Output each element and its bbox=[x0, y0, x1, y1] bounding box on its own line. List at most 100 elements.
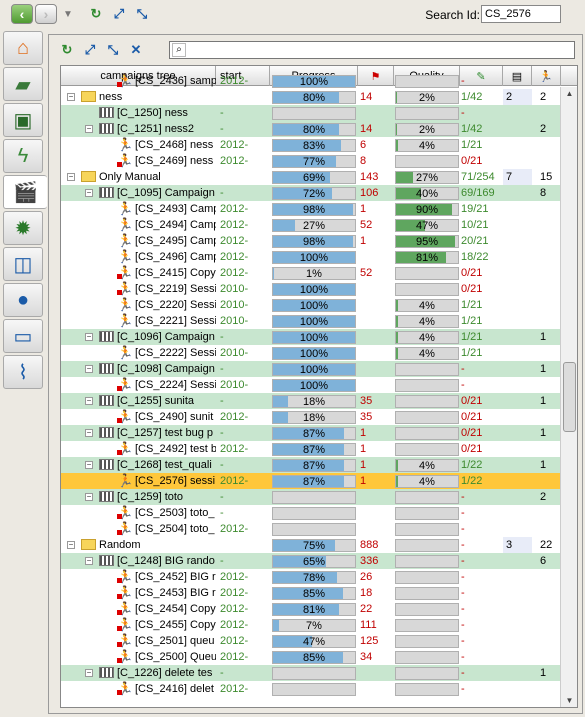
collapse-toggle-icon[interactable]: − bbox=[67, 172, 75, 181]
tree-cell[interactable]: 🏃 [CS_2493] Camp bbox=[61, 201, 216, 217]
tree-cell[interactable]: 🏃 [CS_2469] ness bbox=[61, 153, 216, 169]
tree-cell[interactable]: − Random bbox=[61, 537, 216, 553]
panel-collapse-icon[interactable]: ✕ bbox=[130, 42, 142, 57]
tree-row[interactable]: − [C_1255] sunita - 18% 35 0/21 1 bbox=[61, 393, 561, 409]
requirements-tab[interactable]: ▰ bbox=[3, 67, 43, 101]
users-tab[interactable]: ● bbox=[3, 283, 43, 317]
filter-input[interactable]: ⌕ bbox=[169, 41, 575, 59]
tree-cell[interactable]: 🏃 [CS_2219] Sessi bbox=[61, 281, 216, 297]
tree-row[interactable]: 🏃 [CS_2468] ness 2012- 83% 6 4% 1/21 bbox=[61, 137, 561, 153]
tree-cell[interactable]: 🏃 [CS_2436] samp bbox=[61, 73, 216, 89]
collapse-toggle-icon[interactable]: − bbox=[85, 556, 93, 565]
tree-row[interactable]: 🏃 [CS_2454] Copy 2012- 81% 22 - bbox=[61, 601, 561, 617]
campaigns-tab[interactable]: 🎬 bbox=[3, 175, 47, 209]
tree-cell[interactable]: 🏃 [CS_2503] toto_ bbox=[61, 505, 216, 521]
col-count-a[interactable]: ▤ bbox=[503, 66, 532, 86]
tree-cell[interactable]: − [C_1096] Campaign bbox=[61, 329, 216, 345]
computer-tab[interactable]: ▭ bbox=[3, 319, 43, 353]
panel-fit-icon[interactable]: ⤡ bbox=[107, 42, 119, 57]
tree-cell[interactable]: 🏃 [CS_2222] Sessi bbox=[61, 345, 216, 361]
tree-cell[interactable]: 🏃 [CS_2495] Camp bbox=[61, 233, 216, 249]
tree-row[interactable]: 🏃 [CS_2416] delet 2012- - bbox=[61, 681, 561, 697]
test-board-tab[interactable]: ▣ bbox=[3, 103, 43, 137]
tree-cell[interactable]: − [C_1268] test_quali bbox=[61, 457, 216, 473]
back-button[interactable]: ‹ bbox=[11, 4, 33, 24]
diagram-tab[interactable]: ◫ bbox=[3, 247, 43, 281]
bugs-tab[interactable]: ✹ bbox=[3, 211, 43, 245]
tree-row[interactable]: − Random 75% 888 - 3 22 bbox=[61, 537, 561, 553]
tree-row[interactable]: − [C_1268] test_quali - 87% 1 4% 1/22 1 bbox=[61, 457, 561, 473]
tree-cell[interactable]: 🏃 [CS_2490] sunit bbox=[61, 409, 216, 425]
tree-row[interactable]: − ness 80% 14 2% 1/42 2 2 bbox=[61, 89, 561, 105]
col-executions[interactable]: ✎ bbox=[460, 66, 503, 86]
tree-cell[interactable]: 🏃 [CS_2500] Queu bbox=[61, 649, 216, 665]
tree-cell[interactable]: − [C_1098] Campaign bbox=[61, 361, 216, 377]
tree-row[interactable]: 🏃 [CS_2224] Sessi 2010- 100% - bbox=[61, 377, 561, 393]
tree-cell[interactable]: − [C_1257] test bug p bbox=[61, 425, 216, 441]
tree-cell[interactable]: − [C_1251] ness2 bbox=[61, 121, 216, 137]
col-bugs[interactable]: ⚑ bbox=[358, 66, 394, 86]
tree-cell[interactable]: − ness bbox=[61, 89, 216, 105]
tree-row[interactable]: 🏃 [CS_2436] samp 2012- 100% - bbox=[61, 73, 561, 89]
tree-row[interactable]: 🏃 [CS_2492] test b 2012- 87% 1 0/21 bbox=[61, 441, 561, 457]
expand-all-icon[interactable]: ⤢ bbox=[113, 6, 125, 21]
tree-cell[interactable]: 🏃 [CS_2452] BIG r bbox=[61, 569, 216, 585]
tree-row[interactable]: 🏃 [CS_2222] Sessi 2010- 100% 4% 1/21 bbox=[61, 345, 561, 361]
tree-row[interactable]: − [C_1096] Campaign - 100% 4% 1/21 1 bbox=[61, 329, 561, 345]
vertical-scrollbar[interactable]: ▲ ▼ bbox=[560, 87, 577, 707]
tree-row[interactable]: 🏃 [CS_2452] BIG r 2012- 78% 26 - bbox=[61, 569, 561, 585]
tree-row[interactable]: 🏃 [CS_2453] BIG r 2012- 85% 18 - bbox=[61, 585, 561, 601]
refresh-icon[interactable]: ↻ bbox=[90, 6, 102, 21]
tree-cell[interactable]: − Only Manual bbox=[61, 169, 216, 185]
tree-cell[interactable]: − [C_1095] Campaign bbox=[61, 185, 216, 201]
tree-row[interactable]: − [C_1095] Campaign - 72% 106 40% 69/169 8 bbox=[61, 185, 561, 201]
tree-cell[interactable]: − [C_1248] BIG rando bbox=[61, 553, 216, 569]
tree-row[interactable]: − [C_1226] delete tes - -1 bbox=[61, 665, 561, 681]
collapse-toggle-icon[interactable]: − bbox=[85, 364, 93, 373]
search-id-input[interactable] bbox=[481, 5, 561, 23]
lightning-tab[interactable]: ϟ bbox=[3, 139, 43, 173]
tree-row[interactable]: 🏃 [CS_2503] toto_ - - bbox=[61, 505, 561, 521]
collapse-toggle-icon[interactable]: − bbox=[85, 460, 93, 469]
tree-cell[interactable]: 🏃 [CS_2416] delet bbox=[61, 681, 216, 697]
tree-row[interactable]: 🏃 [CS_2495] Camp 2012- 98% 1 95% 20/21 bbox=[61, 233, 561, 249]
tree-row[interactable]: 🏃 [CS_2504] toto_ 2012- - bbox=[61, 521, 561, 537]
scroll-down-icon[interactable]: ▼ bbox=[565, 696, 574, 705]
tree-row[interactable]: − [C_1259] toto - - 2 bbox=[61, 489, 561, 505]
collapse-toggle-icon[interactable]: − bbox=[85, 124, 93, 133]
collapse-toggle-icon[interactable]: − bbox=[85, 492, 93, 501]
panel-expand-icon[interactable]: ⤢ bbox=[84, 42, 96, 57]
tree-cell[interactable]: 🏃 [CS_2576] sessi bbox=[61, 473, 216, 489]
scrollbar-thumb[interactable] bbox=[563, 362, 576, 432]
tree-row[interactable]: 🏃 [CS_2415] Copy 2012- 1% 52 0/21 bbox=[61, 265, 561, 281]
collapse-toggle-icon[interactable]: − bbox=[85, 188, 93, 197]
collapse-toggle-icon[interactable]: − bbox=[85, 396, 93, 405]
col-count-b[interactable]: 🏃 bbox=[532, 66, 561, 86]
collapse-toggle-icon[interactable]: − bbox=[67, 92, 75, 101]
tree-row[interactable]: 🏃 [CS_2501] queu 2012- 47% 125 - bbox=[61, 633, 561, 649]
tree-row[interactable]: − [C_1098] Campaign -100% -1 bbox=[61, 361, 561, 377]
collapse-toggle-icon[interactable]: − bbox=[85, 332, 93, 341]
tree-cell[interactable]: 🏃 [CS_2496] Camp bbox=[61, 249, 216, 265]
tree-cell[interactable]: 🏃 [CS_2453] BIG r bbox=[61, 585, 216, 601]
scroll-up-icon[interactable]: ▲ bbox=[565, 89, 574, 98]
tree-cell[interactable]: [C_1250] ness bbox=[61, 105, 216, 121]
tree-cell[interactable]: 🏃 [CS_2224] Sessi bbox=[61, 377, 216, 393]
tree-cell[interactable]: − [C_1226] delete tes bbox=[61, 665, 216, 681]
tree-cell[interactable]: 🏃 [CS_2221] Sessi bbox=[61, 313, 216, 329]
tree-cell[interactable]: 🏃 [CS_2468] ness bbox=[61, 137, 216, 153]
collapse-toggle-icon[interactable]: − bbox=[85, 668, 93, 677]
tree-cell[interactable]: 🏃 [CS_2492] test b bbox=[61, 441, 216, 457]
tree-row[interactable]: [C_1250] ness - - bbox=[61, 105, 561, 121]
col-campaigns-tree[interactable]: campaigns tree bbox=[61, 66, 216, 86]
tree-cell[interactable]: 🏃 [CS_2220] Sessi bbox=[61, 297, 216, 313]
home-tab[interactable]: ⌂ bbox=[3, 31, 43, 65]
tree-row[interactable]: 🏃 [CS_2493] Camp 2012- 98% 1 90% 19/21 bbox=[61, 201, 561, 217]
tree-row[interactable]: 🏃 [CS_2221] Sessi 2010- 100% 4% 1/21 bbox=[61, 313, 561, 329]
tree-row[interactable]: − [C_1257] test bug p - 87% 1 0/21 1 bbox=[61, 425, 561, 441]
collapse-toggle-icon[interactable]: − bbox=[85, 428, 93, 437]
tree-row[interactable]: 🏃 [CS_2455] Copy 2012- 7% 111 - bbox=[61, 617, 561, 633]
tree-row[interactable]: − [C_1251] ness2 - 80% 14 2% 1/42 2 bbox=[61, 121, 561, 137]
tree-cell[interactable]: 🏃 [CS_2415] Copy bbox=[61, 265, 216, 281]
tree-row[interactable]: 🏃 [CS_2220] Sessi 2010- 100% 4% 1/21 bbox=[61, 297, 561, 313]
